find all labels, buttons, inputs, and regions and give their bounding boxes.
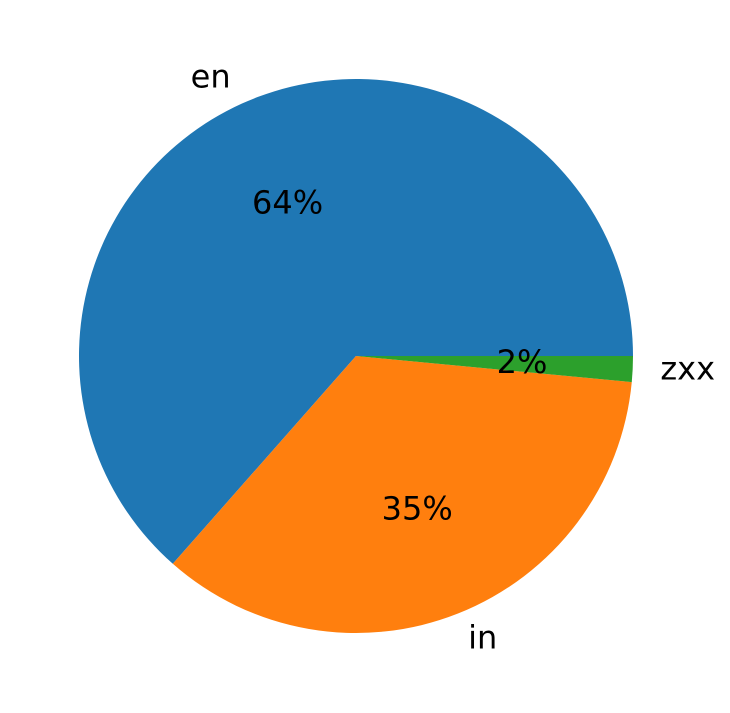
slice-percent-en: 64% — [252, 184, 323, 222]
pie-slice-zxx — [356, 356, 633, 383]
slice-label-in: in — [468, 618, 497, 656]
slice-label-en: en — [191, 57, 231, 95]
pie-slice-in — [172, 356, 632, 633]
slice-percent-zxx: 2% — [497, 343, 548, 381]
slice-label-zxx: zxx — [660, 349, 715, 387]
pie-slice-en — [78, 78, 633, 564]
slice-percent-in: 35% — [382, 490, 453, 528]
